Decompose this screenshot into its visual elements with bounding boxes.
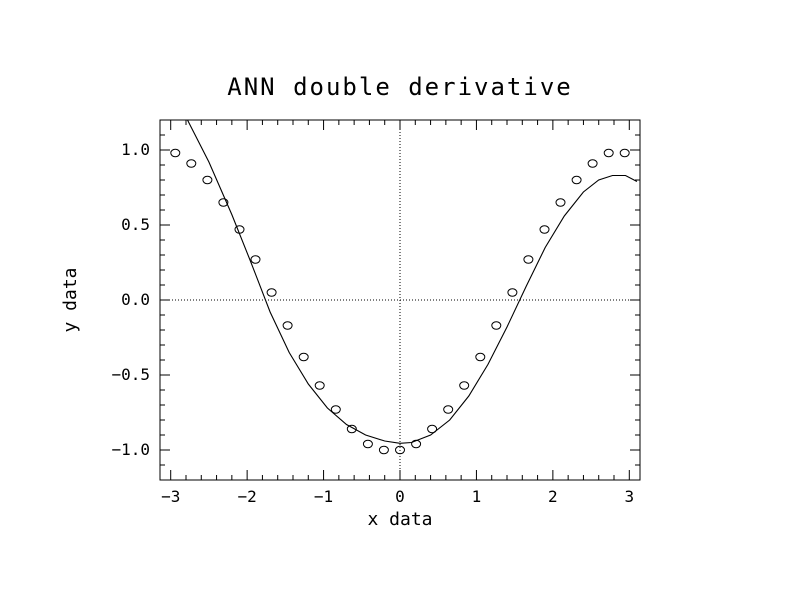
data-point <box>282 321 293 330</box>
data-point <box>250 255 261 264</box>
y-tick-label: 0.0 <box>121 290 150 309</box>
data-point <box>443 405 454 414</box>
x-tick-label: 0 <box>395 487 405 506</box>
data-point <box>507 288 518 297</box>
data-point <box>603 148 614 158</box>
data-point <box>459 381 470 390</box>
x-tick-label: −3 <box>161 487 180 506</box>
data-point <box>330 405 341 414</box>
x-tick-label: 2 <box>548 487 558 506</box>
data-point <box>587 159 598 168</box>
data-point <box>475 352 486 362</box>
data-point <box>571 175 582 185</box>
data-point <box>378 445 389 455</box>
data-point <box>202 175 213 185</box>
y-axis-label: y data <box>60 267 81 332</box>
x-tick-label: −1 <box>314 487 333 506</box>
data-point <box>491 321 502 330</box>
tick-labels: −3 −2 −1 0 1 2 3 −1.0 −0.5 0.0 0.5 1.0 <box>111 140 634 506</box>
data-point <box>170 148 181 158</box>
data-point <box>362 439 373 449</box>
data-point <box>298 352 309 362</box>
data-point <box>539 225 550 234</box>
x-axis-label: x data <box>367 509 432 530</box>
data-point <box>555 198 566 207</box>
series-line <box>187 120 638 444</box>
data-point <box>346 424 357 434</box>
data-layer <box>170 120 638 455</box>
x-tick-label: −2 <box>238 487 257 506</box>
y-tick-label: 1.0 <box>121 140 150 159</box>
y-tick-label: 0.5 <box>121 215 150 234</box>
data-point <box>266 288 277 297</box>
y-tick-label: −0.5 <box>111 365 150 384</box>
axis-ticks <box>160 119 640 481</box>
plot-area <box>159 119 641 481</box>
chart-title: ANN double derivative <box>227 73 572 101</box>
data-point <box>186 159 197 168</box>
data-point <box>427 424 438 434</box>
data-point <box>523 255 534 264</box>
x-tick-label: 1 <box>472 487 482 506</box>
y-tick-label: −1.0 <box>111 440 150 459</box>
data-point <box>314 381 325 390</box>
x-tick-label: 3 <box>624 487 634 506</box>
data-point <box>619 148 630 158</box>
data-point <box>395 445 405 455</box>
data-point <box>218 198 229 207</box>
